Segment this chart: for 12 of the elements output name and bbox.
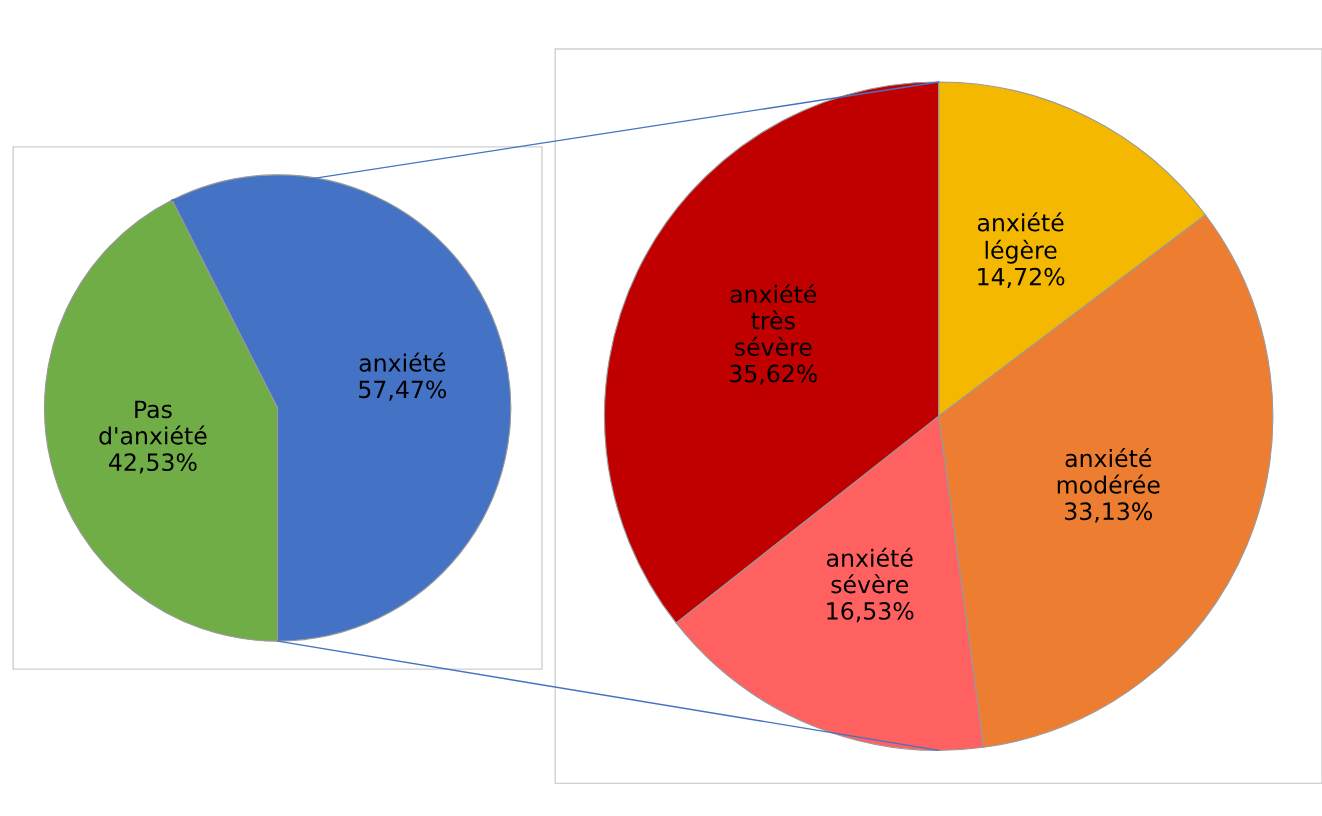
data-label: 16,53% (827, 601, 914, 623)
data-label: 33,13% (1065, 502, 1152, 523)
slice-label: anxiété modérée (1057, 448, 1160, 494)
data-label: 14,72% (978, 267, 1065, 288)
slice-label: Pas d'anxiété (99, 400, 207, 445)
slice-label: anxiété sévère (827, 547, 913, 594)
slice-label: anxiété légère (977, 212, 1064, 264)
data-label: 57,47% (359, 380, 447, 401)
data-label: 35,62% (730, 364, 817, 385)
slice-label: anxiété très sévère (730, 283, 817, 356)
slice-label: anxiété (359, 352, 446, 372)
data-label: 42,53% (109, 453, 197, 474)
